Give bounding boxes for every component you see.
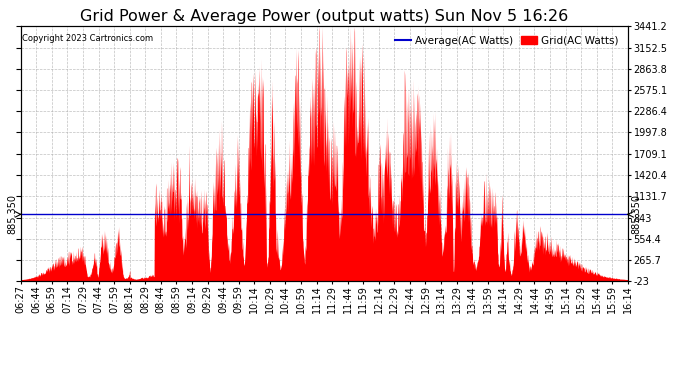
Title: Grid Power & Average Power (output watts) Sun Nov 5 16:26: Grid Power & Average Power (output watts… xyxy=(80,9,569,24)
Text: 885.350: 885.350 xyxy=(631,194,641,234)
Text: Copyright 2023 Cartronics.com: Copyright 2023 Cartronics.com xyxy=(22,34,153,43)
Legend: Average(AC Watts), Grid(AC Watts): Average(AC Watts), Grid(AC Watts) xyxy=(391,32,622,50)
Text: 885.350: 885.350 xyxy=(8,194,18,234)
